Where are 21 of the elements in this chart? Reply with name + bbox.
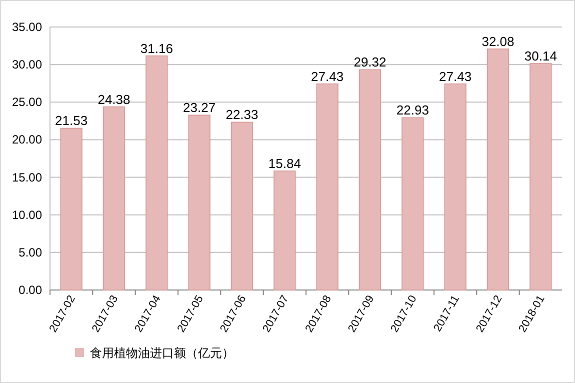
ytick: 0.00: [18, 283, 42, 297]
ytick: 10.00: [12, 208, 42, 222]
label: 22.33: [226, 107, 258, 122]
label: 31.16: [140, 40, 173, 56]
label: 29.32: [354, 54, 386, 70]
label: 15.84: [268, 156, 301, 171]
label: 23.27: [183, 100, 216, 116]
label: 21.53: [55, 113, 88, 128]
legend: 食用植物油进口额（亿元）: [90, 346, 234, 360]
ytick: 35.00: [12, 20, 42, 34]
label: 27.43: [311, 68, 344, 84]
ytick: 30.00: [12, 58, 42, 72]
ytick: 5.00: [18, 245, 42, 260]
label: 30.14: [524, 48, 557, 64]
label: 32.08: [482, 34, 514, 49]
ytick: 15.00: [12, 170, 42, 184]
label: 24.38: [98, 92, 130, 107]
ytick: 20.00: [12, 132, 42, 147]
label: 22.93: [396, 102, 429, 118]
label: 27.43: [439, 68, 472, 84]
ytick: 25.00: [12, 95, 42, 110]
